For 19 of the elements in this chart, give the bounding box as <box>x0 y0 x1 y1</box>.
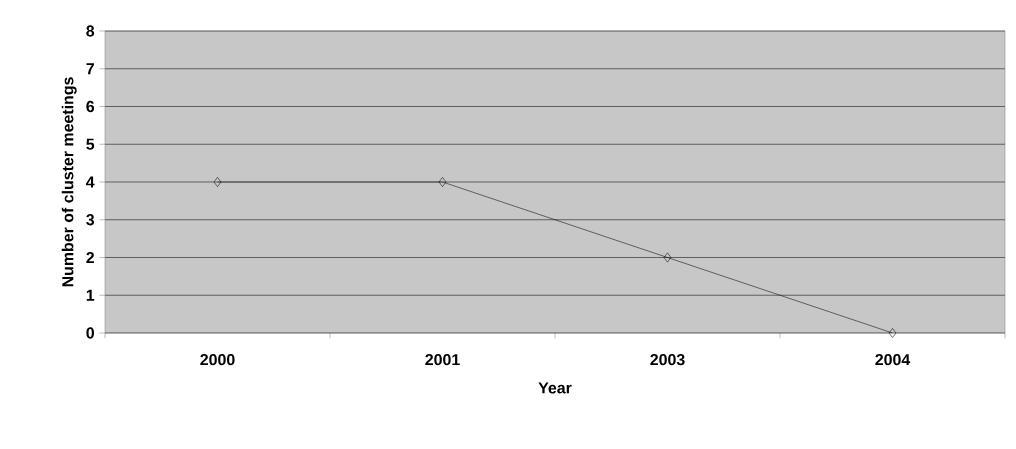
y-tick-label: 0 <box>86 327 94 339</box>
y-tick-label: 6 <box>86 100 95 113</box>
y-tick-label: 3 <box>86 214 95 226</box>
y-tick-label: 4 <box>86 176 95 188</box>
point <box>888 328 897 338</box>
y-tick-label: 1 <box>86 289 95 301</box>
y-tick-label: 5 <box>86 138 95 150</box>
y-tick-label: 7 <box>86 63 94 75</box>
point <box>438 177 447 187</box>
point <box>663 252 672 263</box>
y-axis-title: Number of cluster meetings <box>61 77 77 287</box>
y-tick-label: 2 <box>86 251 94 264</box>
x-tick-label: 2000 <box>200 353 235 366</box>
point <box>213 177 222 187</box>
x-tick-label: 2003 <box>650 353 685 366</box>
x-axis-title: Year <box>538 382 572 394</box>
y-tick-label: 8 <box>86 25 95 37</box>
x-tick-label: 2004 <box>875 353 911 366</box>
x-tick-label: 2001 <box>425 353 460 366</box>
